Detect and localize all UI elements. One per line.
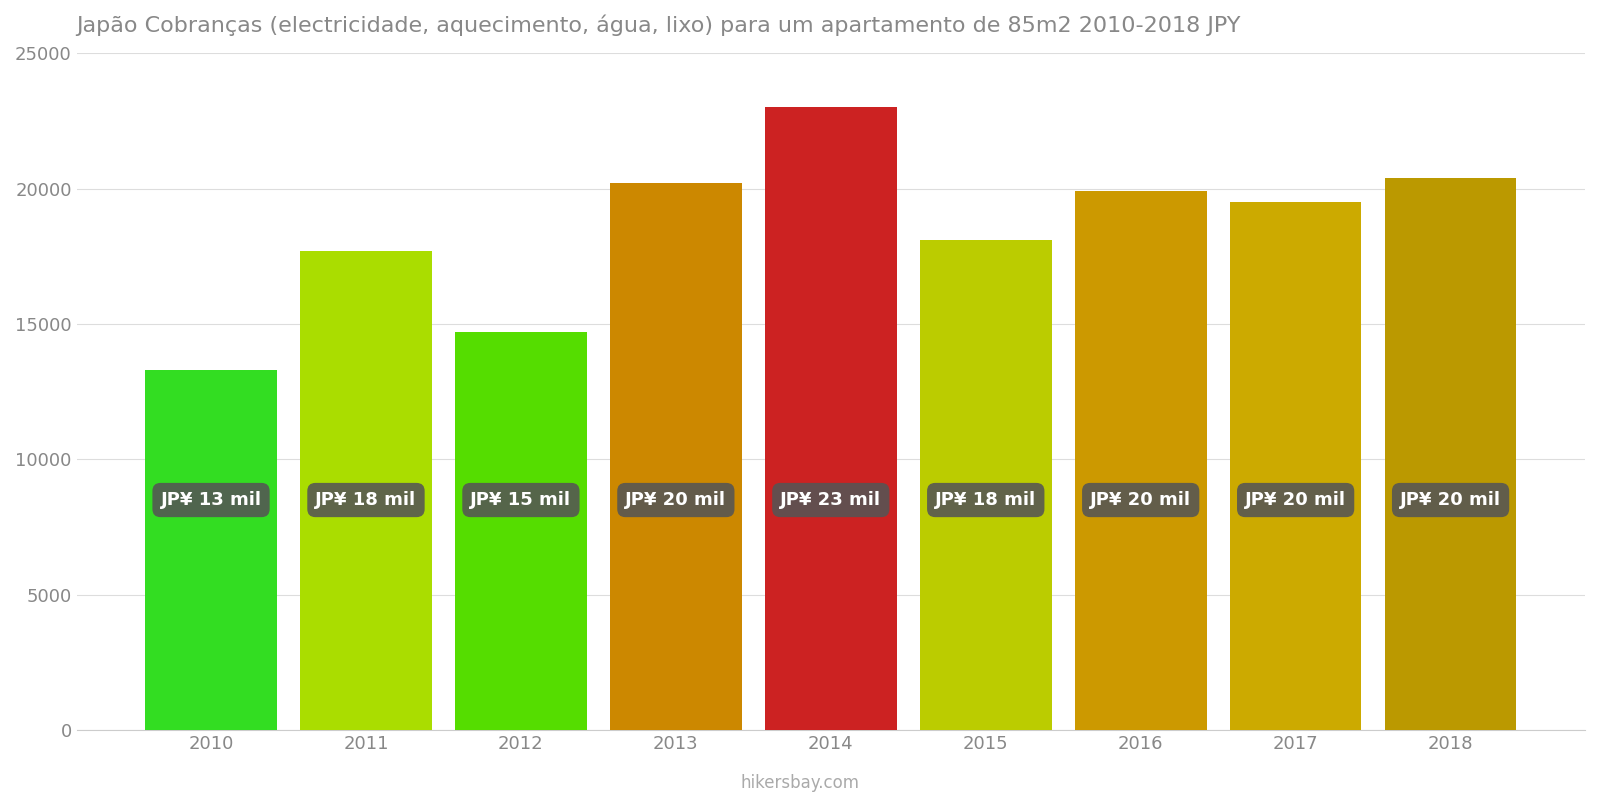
Bar bbox=[1075, 191, 1206, 730]
Text: JP¥ 18 mil: JP¥ 18 mil bbox=[315, 491, 416, 509]
Bar bbox=[146, 370, 277, 730]
Text: JP¥ 20 mil: JP¥ 20 mil bbox=[1090, 491, 1190, 509]
Bar bbox=[301, 251, 432, 730]
Bar bbox=[1230, 202, 1362, 730]
Text: JP¥ 23 mil: JP¥ 23 mil bbox=[781, 491, 882, 509]
Text: JP¥ 15 mil: JP¥ 15 mil bbox=[470, 491, 571, 509]
Text: JP¥ 13 mil: JP¥ 13 mil bbox=[160, 491, 261, 509]
Text: JP¥ 20 mil: JP¥ 20 mil bbox=[1245, 491, 1346, 509]
Text: JP¥ 20 mil: JP¥ 20 mil bbox=[626, 491, 726, 509]
Bar bbox=[610, 183, 742, 730]
Text: JP¥ 20 mil: JP¥ 20 mil bbox=[1400, 491, 1501, 509]
Bar bbox=[765, 107, 896, 730]
Bar bbox=[454, 332, 587, 730]
Text: Japão Cobranças (electricidade, aquecimento, água, lixo) para um apartamento de : Japão Cobranças (electricidade, aquecime… bbox=[77, 15, 1242, 37]
Bar bbox=[1384, 178, 1517, 730]
Bar bbox=[920, 240, 1051, 730]
Text: JP¥ 18 mil: JP¥ 18 mil bbox=[934, 491, 1037, 509]
Text: hikersbay.com: hikersbay.com bbox=[741, 774, 859, 792]
